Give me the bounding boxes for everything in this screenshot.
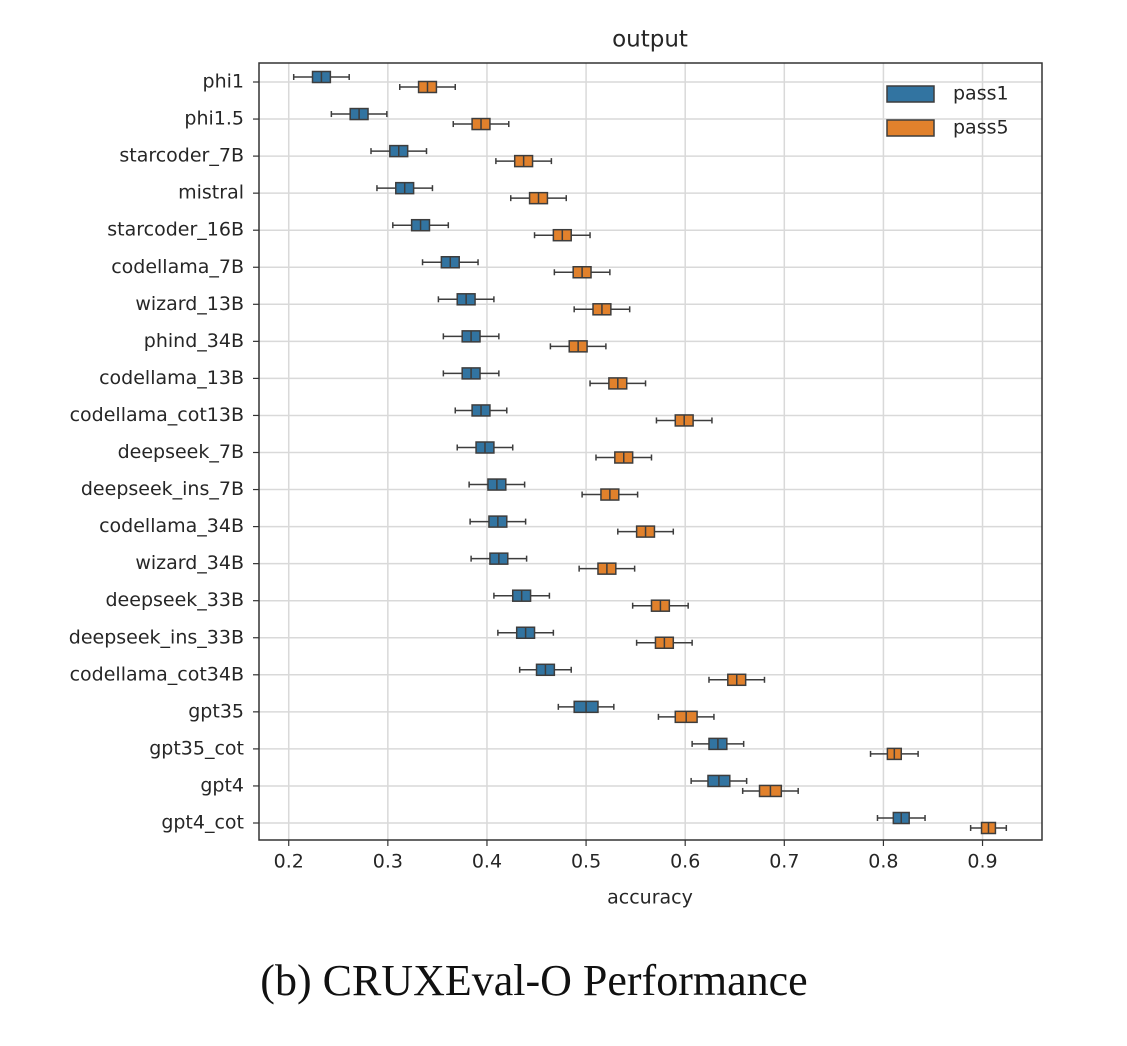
y-tick-label: deepseek_ins_7B (81, 478, 244, 500)
y-tick-label: deepseek_7B (118, 441, 244, 463)
y-tick-label: codellama_34B (99, 515, 244, 537)
x-tick-label: 0.2 (274, 851, 304, 873)
y-tick-label: gpt4 (200, 774, 244, 796)
y-tick-label: mistral (178, 182, 244, 204)
y-tick-label: gpt4_cot (161, 812, 244, 834)
y-tick-label: deepseek_ins_33B (69, 626, 244, 648)
x-tick-label: 0.4 (472, 851, 502, 873)
legend-swatch (886, 119, 935, 137)
y-tick-label: gpt35 (188, 700, 244, 722)
y-tick-label: wizard_34B (135, 552, 244, 574)
legend-label: pass5 (953, 117, 1009, 139)
y-tick-label: starcoder_16B (107, 219, 244, 241)
y-tick-label: phind_34B (144, 330, 244, 352)
caption: (b) CRUXEval-O Performance (260, 956, 807, 1005)
x-tick-label: 0.5 (571, 851, 601, 873)
x-tick-label: 0.3 (373, 851, 403, 873)
legend-label: pass1 (953, 83, 1009, 105)
x-tick-label: 0.8 (868, 851, 898, 873)
plot-frame (258, 62, 1043, 841)
y-tick-label: wizard_13B (135, 293, 244, 315)
y-tick-label: codellama_cot34B (70, 663, 244, 685)
y-tick-label: starcoder_7B (119, 145, 244, 167)
x-axis-label: accuracy (607, 887, 693, 909)
chart-title: output (612, 27, 688, 53)
x-tick-label: 0.6 (670, 851, 700, 873)
y-tick-label: phi1 (203, 71, 244, 93)
y-tick-label: deepseek_33B (106, 589, 245, 611)
y-tick-label: phi1.5 (184, 108, 244, 130)
y-tick-label: codellama_cot13B (70, 404, 244, 426)
y-tick-label: gpt35_cot (149, 737, 244, 759)
y-tick-label: codellama_7B (111, 256, 244, 278)
x-tick-label: 0.7 (769, 851, 799, 873)
x-tick-label: 0.9 (967, 851, 997, 873)
y-tick-label: codellama_13B (99, 367, 244, 389)
legend-swatch (886, 85, 935, 103)
